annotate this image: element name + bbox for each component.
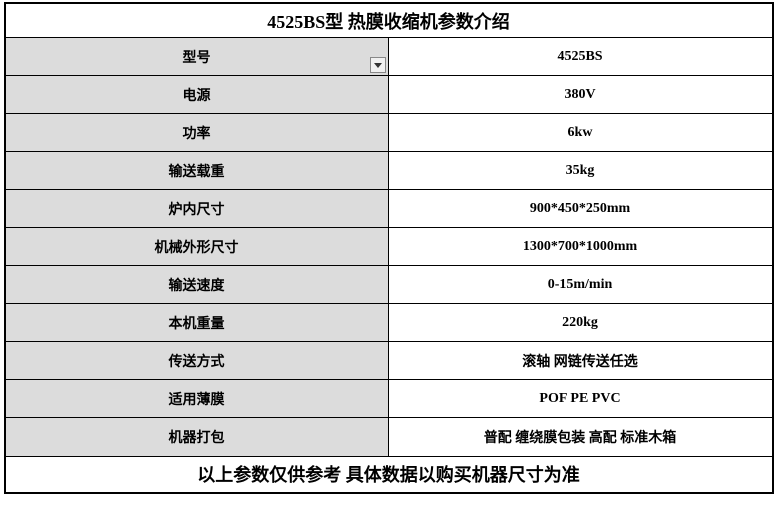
row-label: 功率 <box>6 114 389 151</box>
table-title: 4525BS型 热膜收缩机参数介绍 <box>6 2 772 38</box>
row-label: 电源 <box>6 76 389 113</box>
table-row: 炉内尺寸 900*450*250mm <box>6 190 772 228</box>
table-row: 本机重量 220kg <box>6 304 772 342</box>
row-label-text: 适用薄膜 <box>169 389 225 409</box>
row-value: 220kg <box>389 304 772 341</box>
row-value: 4525BS <box>389 38 772 75</box>
row-label: 本机重量 <box>6 304 389 341</box>
row-label-text: 机械外形尺寸 <box>155 237 239 257</box>
table-row: 电源 380V <box>6 76 772 114</box>
table-row: 传送方式 滚轴 网链传送任选 <box>6 342 772 380</box>
row-label-text: 功率 <box>183 123 211 143</box>
row-value: 滚轴 网链传送任选 <box>389 342 772 379</box>
row-label-text: 电源 <box>183 85 211 105</box>
table-body: 型号 4525BS 电源 380V 功率 6kw 输送载重 35kg 炉内尺寸 900*450*2… <box>6 38 772 456</box>
row-value-text: 普配 缠绕膜包装 高配 标准木箱 <box>484 427 677 447</box>
row-value: 0-15m/min <box>389 266 772 303</box>
row-value-text: 35kg <box>566 163 595 179</box>
table-row: 功率 6kw <box>6 114 772 152</box>
row-value-text: 0-15m/min <box>548 277 613 293</box>
row-label: 炉内尺寸 <box>6 190 389 227</box>
table-row: 输送载重 35kg <box>6 152 772 190</box>
row-value-text: 380V <box>564 87 595 103</box>
row-value-text: 1300*700*1000mm <box>523 239 637 255</box>
row-value: 900*450*250mm <box>389 190 772 227</box>
row-label-text: 型号 <box>183 47 211 67</box>
row-value-text: 220kg <box>562 315 598 331</box>
spec-table: 4525BS型 热膜收缩机参数介绍 型号 4525BS 电源 380V 功率 6kw 输送载… <box>4 2 774 494</box>
row-label: 机械外形尺寸 <box>6 228 389 265</box>
row-value: 6kw <box>389 114 772 151</box>
row-value: 380V <box>389 76 772 113</box>
row-value-text: 4525BS <box>557 49 602 65</box>
table-row: 适用薄膜 POF PE PVC <box>6 380 772 418</box>
row-value: 35kg <box>389 152 772 189</box>
table-row: 机器打包 普配 缠绕膜包装 高配 标准木箱 <box>6 418 772 456</box>
row-value: 1300*700*1000mm <box>389 228 772 265</box>
row-value: 普配 缠绕膜包装 高配 标准木箱 <box>389 418 772 456</box>
row-label: 传送方式 <box>6 342 389 379</box>
row-value-text: POF PE PVC <box>539 391 620 407</box>
row-label-text: 传送方式 <box>169 351 225 371</box>
table-row: 机械外形尺寸 1300*700*1000mm <box>6 228 772 266</box>
row-value-text: 滚轴 网链传送任选 <box>522 351 638 371</box>
row-label: 适用薄膜 <box>6 380 389 417</box>
row-label: 机器打包 <box>6 418 389 456</box>
row-label: 输送速度 <box>6 266 389 303</box>
table-row: 输送速度 0-15m/min <box>6 266 772 304</box>
row-label-text: 机器打包 <box>169 427 225 447</box>
table-row: 型号 4525BS <box>6 38 772 76</box>
table-footer: 以上参数仅供参考 具体数据以购买机器尺寸为准 <box>6 456 772 492</box>
row-value-text: 900*450*250mm <box>530 201 630 217</box>
row-label-text: 输送载重 <box>169 161 225 181</box>
row-label-text: 本机重量 <box>169 313 225 333</box>
row-label-text: 炉内尺寸 <box>169 199 225 219</box>
row-value-text: 6kw <box>568 125 593 141</box>
row-label: 型号 <box>6 38 389 75</box>
row-label-text: 输送速度 <box>169 275 225 295</box>
row-label: 输送载重 <box>6 152 389 189</box>
dropdown-icon[interactable] <box>370 57 386 73</box>
row-value: POF PE PVC <box>389 380 772 417</box>
